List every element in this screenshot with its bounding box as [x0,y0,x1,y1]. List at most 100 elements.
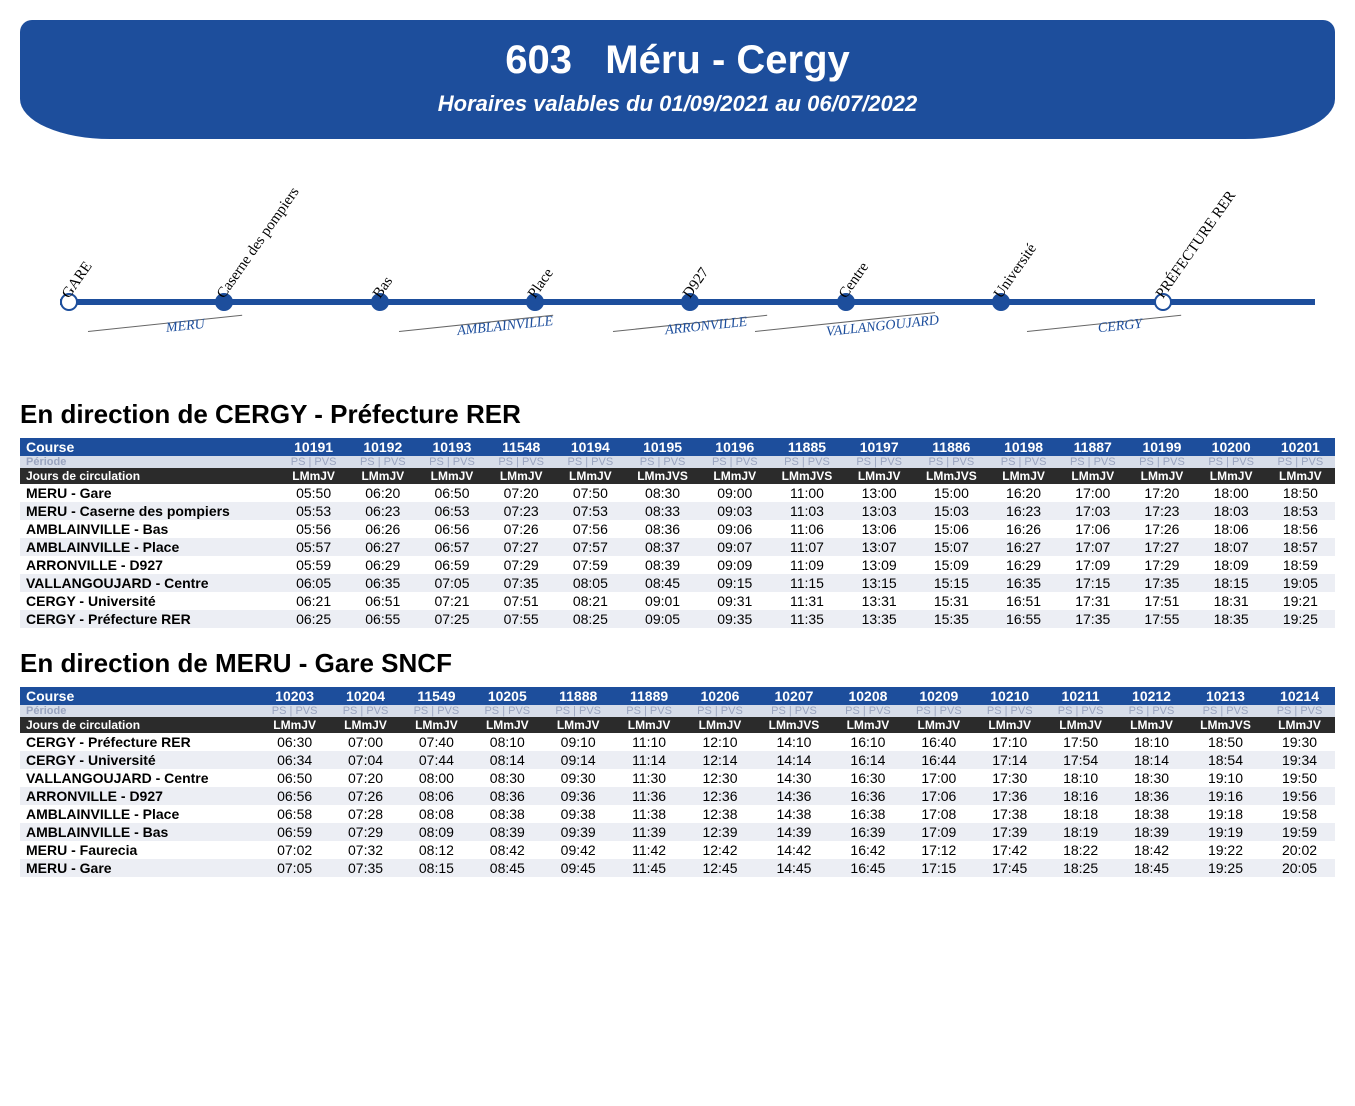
jours-cell: LMmJVS [755,717,832,733]
course-id-cell: 10193 [417,438,486,456]
time-cell: 08:45 [472,859,543,877]
table-row: AMBLAINVILLE - Place06:5807:2808:0808:38… [20,805,1335,823]
time-cell: 06:55 [348,610,417,628]
time-cell: 17:26 [1127,520,1196,538]
time-cell: 18:38 [1116,805,1187,823]
time-cell: 07:28 [330,805,401,823]
jours-cell: LMmJV [543,717,614,733]
stop-label: Université [991,241,1041,302]
time-cell: 14:42 [755,841,832,859]
row-label: VALLANGOUJARD - Centre [20,769,259,787]
time-cell: 17:36 [974,787,1045,805]
time-cell: 07:20 [487,484,556,502]
time-cell: 09:15 [700,574,769,592]
time-cell: 09:03 [700,502,769,520]
time-cell: 19:58 [1264,805,1335,823]
table-row: PériodePS | PVSPS | PVSPS | PVSPS | PVSP… [20,456,1335,468]
time-cell: 07:56 [556,520,625,538]
time-cell: 06:34 [259,751,330,769]
table-row: MERU - Caserne des pompiers05:5306:2306:… [20,502,1335,520]
row-label: CERGY - Préfecture RER [20,610,279,628]
time-cell: 18:56 [1266,520,1335,538]
time-cell: 17:50 [1045,733,1116,751]
periode-cell: PS | PVS [914,456,989,468]
jours-cell: LMmJV [487,468,556,484]
time-cell: 07:32 [330,841,401,859]
course-id-cell: 10196 [700,438,769,456]
time-cell: 14:36 [755,787,832,805]
row-label: Période [20,456,279,468]
jours-cell: LMmJVS [1187,717,1264,733]
time-cell: 08:39 [472,823,543,841]
jours-cell: LMmJV [1058,468,1127,484]
time-cell: 18:39 [1116,823,1187,841]
time-cell: 08:45 [625,574,700,592]
time-cell: 17:08 [903,805,974,823]
time-cell: 17:27 [1127,538,1196,556]
table-row: Jours de circulationLMmJVLMmJVLMmJVLMmJV… [20,468,1335,484]
row-label: ARRONVILLE - D927 [20,787,259,805]
time-cell: 13:07 [845,538,914,556]
time-cell: 06:51 [348,592,417,610]
time-cell: 19:34 [1264,751,1335,769]
time-cell: 18:16 [1045,787,1116,805]
time-cell: 19:18 [1187,805,1264,823]
periode-cell: PS | PVS [259,705,330,717]
time-cell: 11:15 [769,574,844,592]
time-cell: 18:45 [1116,859,1187,877]
time-cell: 18:50 [1187,733,1264,751]
jours-cell: LMmJVS [914,468,989,484]
jours-cell: LMmJV [279,468,348,484]
periode-cell: PS | PVS [348,456,417,468]
table-row: VALLANGOUJARD - Centre06:5007:2008:0008:… [20,769,1335,787]
jours-cell: LMmJV [1266,468,1335,484]
time-cell: 19:10 [1187,769,1264,787]
time-cell: 06:56 [417,520,486,538]
periode-cell: PS | PVS [1045,705,1116,717]
jours-cell: LMmJV [989,468,1058,484]
time-cell: 06:57 [417,538,486,556]
row-label: Période [20,705,259,717]
periode-cell: PS | PVS [472,705,543,717]
periode-cell: PS | PVS [625,456,700,468]
table-row: AMBLAINVILLE - Bas05:5606:2606:5607:2607… [20,520,1335,538]
jours-cell: LMmJV [401,717,472,733]
time-cell: 08:00 [401,769,472,787]
time-cell: 18:14 [1116,751,1187,769]
time-cell: 16:27 [989,538,1058,556]
periode-cell: PS | PVS [417,456,486,468]
time-cell: 16:39 [833,823,904,841]
course-id-cell: 10195 [625,438,700,456]
time-cell: 14:39 [755,823,832,841]
time-cell: 16:26 [989,520,1058,538]
time-cell: 08:25 [556,610,625,628]
time-cell: 06:59 [417,556,486,574]
time-cell: 07:04 [330,751,401,769]
time-cell: 07:55 [487,610,556,628]
time-cell: 18:35 [1197,610,1266,628]
time-cell: 11:30 [614,769,685,787]
time-cell: 08:15 [401,859,472,877]
time-cell: 16:35 [989,574,1058,592]
time-cell: 16:38 [833,805,904,823]
time-cell: 08:36 [625,520,700,538]
periode-cell: PS | PVS [1266,456,1335,468]
time-cell: 06:26 [348,520,417,538]
time-cell: 17:09 [1058,556,1127,574]
time-cell: 11:09 [769,556,844,574]
time-cell: 08:12 [401,841,472,859]
course-id-cell: 10208 [833,687,904,705]
row-label: AMBLAINVILLE - Bas [20,823,259,841]
time-cell: 06:25 [279,610,348,628]
jours-cell: LMmJV [556,468,625,484]
time-cell: 17:10 [974,733,1045,751]
time-cell: 07:35 [330,859,401,877]
jours-cell: LMmJVS [769,468,844,484]
time-cell: 11:07 [769,538,844,556]
time-cell: 19:22 [1187,841,1264,859]
course-id-cell: 10199 [1127,438,1196,456]
time-cell: 11:00 [769,484,844,502]
time-cell: 06:27 [348,538,417,556]
row-label: CERGY - Université [20,592,279,610]
time-cell: 08:42 [472,841,543,859]
